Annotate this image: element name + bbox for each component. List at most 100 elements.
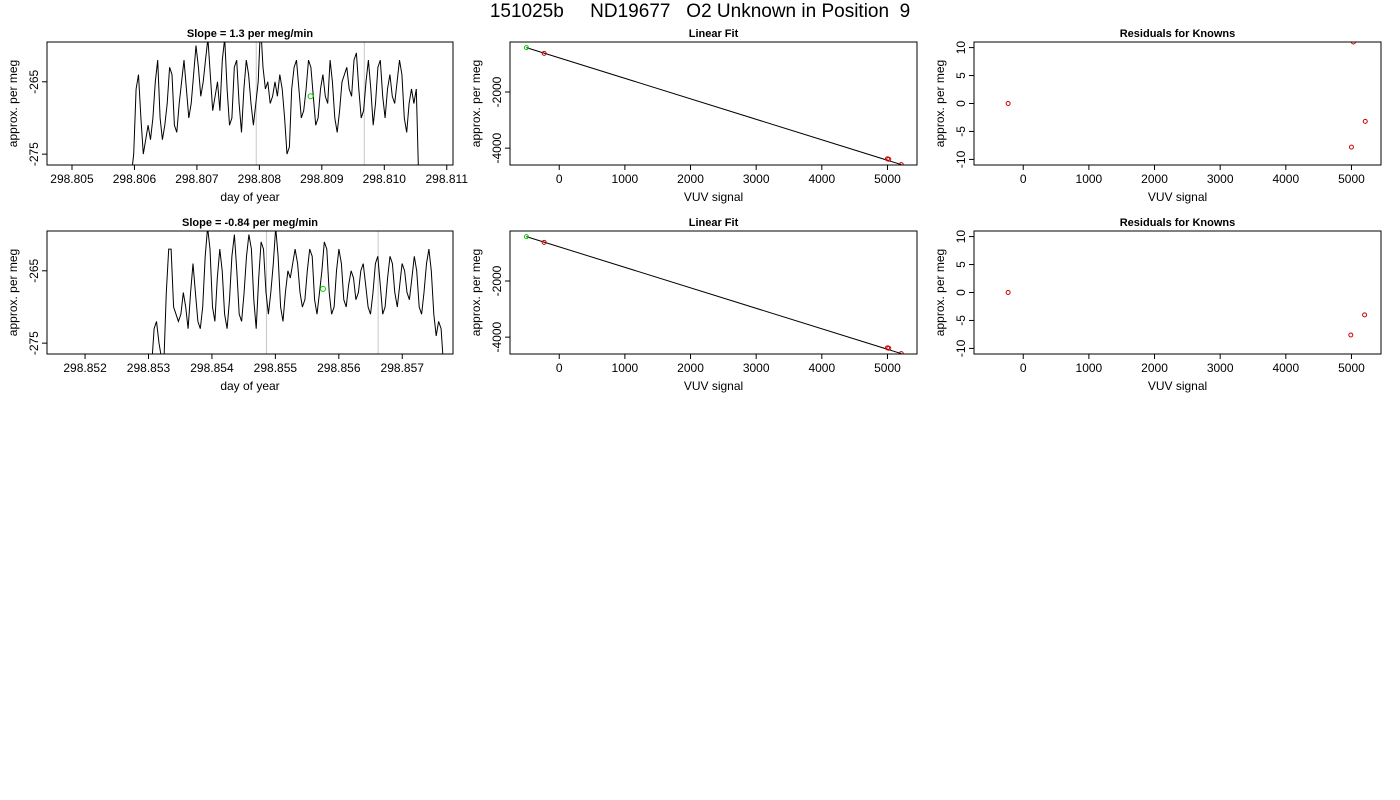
- x-tick-label: 2000: [1141, 172, 1168, 186]
- x-tick-label: 0: [556, 172, 563, 186]
- unknown-point: [523, 45, 529, 51]
- y-tick-label: -275: [27, 331, 41, 355]
- x-axis-label: VUV signal: [1148, 379, 1207, 393]
- x-tick-label: 2000: [1141, 361, 1168, 375]
- x-tick-label: 298.853: [127, 361, 171, 375]
- panel-title: Slope = -0.84 per meg/min: [182, 217, 318, 229]
- panel-title: Residuals for Knowns: [1120, 217, 1236, 229]
- y-tick-label: -4000: [490, 132, 504, 163]
- known-point: [541, 239, 547, 245]
- x-tick-label: 2000: [677, 361, 704, 375]
- residual-point: [1005, 290, 1011, 295]
- x-tick-label: 298.856: [317, 361, 361, 375]
- series-line: [151, 231, 444, 354]
- panel-5: Linear Fit 0 1000 2000 3000 4000 5000 -2000 -400…: [469, 217, 918, 393]
- x-axis-label: VUV signal: [684, 379, 743, 393]
- y-tick-label: -10: [954, 150, 968, 168]
- plot-frame: [46, 230, 454, 355]
- residual-point: [1362, 312, 1368, 318]
- x-tick-label: 298.854: [190, 361, 234, 375]
- y-tick-label: 5: [954, 72, 968, 79]
- x-tick-label: 298.809: [300, 172, 344, 186]
- x-tick-label: 3000: [743, 172, 770, 186]
- x-tick-label: 1000: [1076, 172, 1103, 186]
- plot-area: [523, 45, 904, 165]
- plot-area: [1005, 42, 1368, 150]
- figure-title: 151025b ND19677 O2 Unknown in Position 9: [489, 1, 911, 22]
- x-axis-label: VUV signal: [684, 190, 743, 204]
- known-point: [886, 156, 892, 162]
- series-line: [131, 42, 419, 165]
- y-tick-label: 10: [954, 230, 968, 244]
- x-tick-label: 3000: [743, 361, 770, 375]
- y-tick-label: 0: [954, 100, 968, 107]
- y-tick-label: 5: [954, 261, 968, 268]
- x-tick-label: 1000: [612, 361, 639, 375]
- x-tick-label: 1000: [612, 172, 639, 186]
- x-tick-label: 3000: [1207, 172, 1234, 186]
- fit-line: [526, 236, 902, 354]
- x-tick-label: 4000: [808, 172, 835, 186]
- plot-area: [523, 234, 904, 354]
- x-tick-label: 4000: [808, 361, 835, 375]
- x-tick-label: 3000: [1207, 361, 1234, 375]
- x-tick-label: 2000: [677, 172, 704, 186]
- residual-point: [1350, 42, 1356, 45]
- y-tick-label: 10: [954, 41, 968, 55]
- panel-3: Residuals for Knowns 0 1000 2000 3000 4000 500…: [933, 28, 1382, 204]
- x-tick-label: 298.857: [381, 361, 425, 375]
- panel-4: Slope = -0.84 per meg/min 298.852 298.853 2…: [6, 217, 454, 393]
- x-axis-label: day of year: [220, 379, 279, 393]
- x-tick-label: 298.855: [254, 361, 298, 375]
- y-tick-label: -10: [954, 339, 968, 357]
- plot-area: [131, 42, 419, 165]
- x-axis-label: day of year: [220, 190, 279, 204]
- residual-point: [1348, 144, 1354, 150]
- plot-frame: [509, 41, 918, 166]
- y-axis-label: approx. per meg: [469, 249, 483, 336]
- y-tick-label: -265: [27, 69, 41, 93]
- plot-frame: [973, 230, 1382, 355]
- y-tick-label: -265: [27, 258, 41, 282]
- plot-area: [151, 231, 444, 354]
- panel-6: Residuals for Knowns 0 1000 2000 3000 4000 500…: [933, 217, 1382, 393]
- residual-point: [1362, 118, 1368, 124]
- y-axis-label: approx. per meg: [933, 60, 947, 147]
- y-tick-label: -4000: [490, 321, 504, 352]
- x-tick-label: 5000: [874, 361, 901, 375]
- y-tick-label: -275: [27, 142, 41, 166]
- fit-line: [526, 47, 902, 165]
- y-axis-label: approx. per meg: [6, 60, 20, 147]
- y-tick-label: -5: [954, 126, 968, 137]
- plot-frame: [509, 230, 918, 355]
- plot-area: [1005, 290, 1368, 338]
- y-axis-label: approx. per meg: [6, 249, 20, 336]
- x-tick-label: 5000: [1338, 361, 1365, 375]
- residual-point: [1005, 101, 1011, 106]
- y-tick-label: -2000: [490, 265, 504, 296]
- plot-frame: [973, 41, 1382, 166]
- unknown-marker: [307, 93, 314, 100]
- known-point: [886, 345, 892, 351]
- known-point: [541, 50, 547, 56]
- y-tick-label: 0: [954, 289, 968, 296]
- x-tick-label: 5000: [874, 172, 901, 186]
- x-tick-label: 298.807: [175, 172, 219, 186]
- x-tick-label: 298.810: [363, 172, 407, 186]
- x-tick-label: 4000: [1272, 172, 1299, 186]
- x-tick-label: 0: [1020, 172, 1027, 186]
- x-tick-label: 0: [1020, 361, 1027, 375]
- x-axis-label: VUV signal: [1148, 190, 1207, 204]
- y-axis-label: approx. per meg: [933, 249, 947, 336]
- x-tick-label: 298.811: [426, 172, 469, 186]
- x-tick-label: 298.808: [238, 172, 282, 186]
- panel-title: Linear Fit: [689, 217, 739, 229]
- plot-frame: [46, 41, 454, 166]
- residual-point: [1348, 332, 1354, 338]
- x-tick-label: 4000: [1272, 361, 1299, 375]
- x-tick-label: 5000: [1338, 172, 1365, 186]
- unknown-marker: [319, 285, 326, 292]
- x-tick-label: 298.805: [50, 172, 94, 186]
- x-tick-label: 298.852: [63, 361, 107, 375]
